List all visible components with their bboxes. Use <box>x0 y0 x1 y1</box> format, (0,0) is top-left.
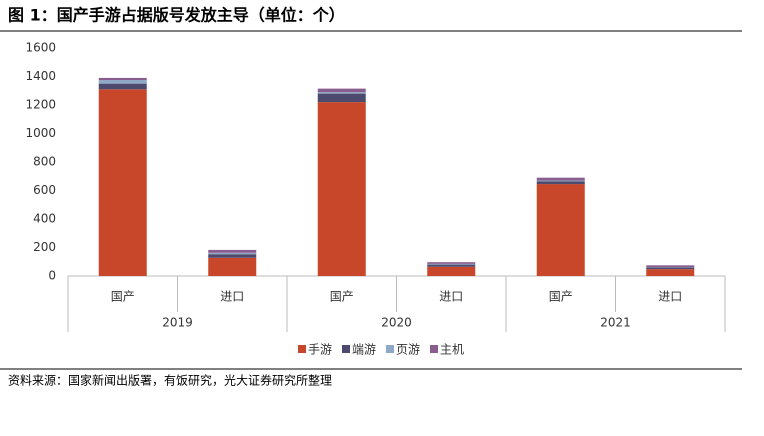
bar-segment <box>427 266 476 276</box>
bar-segment <box>646 269 695 276</box>
y-tick-label: 1200 <box>25 98 56 112</box>
x-tick-label: 进口 <box>439 290 463 304</box>
bar-segment <box>98 77 147 81</box>
legend-label: 手游 <box>308 343 332 357</box>
bar-segment <box>98 80 147 84</box>
bar-segment <box>646 267 695 270</box>
bar-segment <box>427 263 476 265</box>
x-tick-label: 国产 <box>111 290 135 304</box>
y-tick-label: 1000 <box>25 126 56 140</box>
bar-segment <box>98 83 147 90</box>
y-tick-label: 400 <box>33 212 56 226</box>
bar-segment <box>317 92 366 94</box>
bar-segment <box>208 254 257 258</box>
x-tick-label: 进口 <box>220 290 244 304</box>
group-label: 2021 <box>600 316 631 330</box>
source: 资料来源：国家新闻出版署，有饭研究，光大证券研究所整理 <box>8 373 332 388</box>
bar-segment <box>646 265 695 268</box>
bar-segment <box>317 102 366 277</box>
x-tick-label: 国产 <box>330 290 354 304</box>
legend-swatch <box>298 345 306 353</box>
x-tick-label: 进口 <box>658 290 682 304</box>
bar-segment <box>427 262 476 264</box>
group-label: 2020 <box>381 316 412 330</box>
legend-label: 主机 <box>440 343 464 357</box>
chart-title: 图 1：国产手游占据版号发放主导（单位：个） <box>8 6 345 25</box>
bar-segment <box>208 252 257 255</box>
legend-swatch <box>430 345 438 353</box>
bar-segment <box>317 88 366 93</box>
legend-swatch <box>386 345 394 353</box>
y-tick-label: 1600 <box>25 41 56 55</box>
bar-segment <box>536 180 585 182</box>
bar-segment <box>427 264 476 267</box>
y-tick-label: 200 <box>33 240 56 254</box>
y-tick-label: 800 <box>33 155 56 169</box>
y-tick-label: 0 <box>48 269 56 283</box>
y-tick-label: 1400 <box>25 69 56 83</box>
legend-label: 端游 <box>352 343 376 357</box>
x-tick-label: 国产 <box>549 290 573 304</box>
bar-segment <box>536 184 585 276</box>
bar-segment <box>536 177 585 181</box>
bar-segment <box>317 93 366 103</box>
bar-segment <box>208 249 257 253</box>
legend-swatch <box>342 345 350 353</box>
group-label: 2019 <box>162 316 193 330</box>
y-tick-label: 600 <box>33 183 56 197</box>
bar-segment <box>98 89 147 276</box>
bar-segment <box>208 257 257 276</box>
bar-segment <box>536 181 585 185</box>
legend-label: 页游 <box>396 343 420 357</box>
